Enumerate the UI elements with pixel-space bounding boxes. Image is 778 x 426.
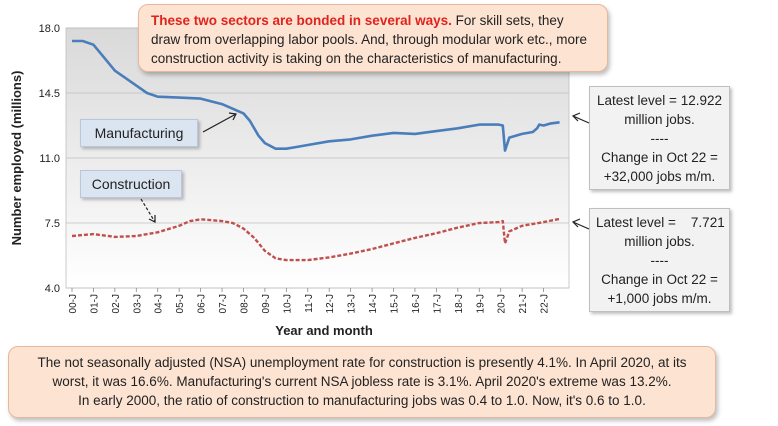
x-tick-label: 15-J xyxy=(390,294,401,313)
manufacturing-pointer xyxy=(202,112,237,133)
manufacturing-info-line2: million jobs. xyxy=(624,112,695,127)
construction-info-line3: ---- xyxy=(650,253,669,268)
x-tick-label: 22-J xyxy=(540,294,551,313)
manufacturing-info-pointer xyxy=(571,112,590,124)
x-tick-label: 11-J xyxy=(304,294,315,313)
construction-info-line4: Change in Oct 22 = xyxy=(601,272,718,287)
construction-info-line1: Latest level = 7.721 xyxy=(596,215,725,230)
x-tick-label: 19-J xyxy=(475,294,486,313)
x-tick-label: 08-J xyxy=(239,294,250,313)
x-tick-label: 06-J xyxy=(197,294,208,313)
x-tick-label: 09-J xyxy=(261,294,272,313)
y-axis-title: Number employed (millions) xyxy=(9,71,24,246)
y-tick-label: 7.5 xyxy=(45,218,60,230)
x-tick-label: 12-J xyxy=(325,294,336,313)
x-tick-label: 17-J xyxy=(432,294,443,313)
x-tick-label: 16-J xyxy=(411,294,422,313)
x-tick-label: 01-J xyxy=(89,294,100,313)
x-tick-label: 04-J xyxy=(154,294,165,313)
x-tick-label: 02-J xyxy=(111,294,122,313)
series-line-construction xyxy=(71,217,560,262)
manufacturing-info-box: Latest level = 12.922 million jobs. ----… xyxy=(589,86,730,190)
x-tick-label: 18-J xyxy=(454,294,465,313)
construction-info-box: Latest level = 7.721 million jobs. ---- … xyxy=(589,208,730,312)
bottom-callout: The not seasonally adjusted (NSA) unempl… xyxy=(8,346,716,418)
x-tick-label: 05-J xyxy=(175,294,186,313)
manufacturing-info-line1: Latest level = 12.922 xyxy=(597,93,722,108)
top-callout: These two sectors are bonded in several … xyxy=(138,4,608,72)
x-tick-label: 10-J xyxy=(282,294,293,313)
bottom-callout-line3: In early 2000, the ratio of construction… xyxy=(78,393,646,408)
manufacturing-info-line4: Change in Oct 22 = xyxy=(601,150,718,165)
manufacturing-info-line3: ---- xyxy=(650,131,669,146)
manufacturing-info-line5: +32,000 jobs m/m. xyxy=(603,169,716,184)
y-tick-label: 14.5 xyxy=(39,88,60,100)
y-tick-label: 4.0 xyxy=(45,283,60,295)
construction-info-line2: million jobs. xyxy=(624,234,695,249)
top-callout-highlight: These two sectors are bonded in several … xyxy=(151,13,452,28)
construction-label-text: Construction xyxy=(91,176,171,192)
y-tick-label: 18.0 xyxy=(39,23,60,35)
construction-info-line5: +1,000 jobs m/m. xyxy=(607,291,712,306)
series-line-manufacturing xyxy=(72,39,560,152)
y-tick-label: 11.0 xyxy=(39,153,60,165)
x-tick-label: 21-J xyxy=(518,294,529,313)
x-tick-label: 00-J xyxy=(68,294,79,313)
x-tick-label: 14-J xyxy=(368,294,379,313)
manufacturing-label: Manufacturing xyxy=(80,119,198,147)
x-tick-label: 07-J xyxy=(218,294,229,313)
bottom-callout-line2: worst, it was 16.6%. Manufacturing's cur… xyxy=(52,374,672,389)
x-tick-label: 13-J xyxy=(347,294,358,313)
bottom-callout-line1: The not seasonally adjusted (NSA) unempl… xyxy=(37,355,687,370)
construction-pointer xyxy=(140,198,156,223)
manufacturing-label-text: Manufacturing xyxy=(94,125,184,141)
x-axis-title: Year and month xyxy=(275,323,373,338)
x-tick-label: 20-J xyxy=(497,294,508,313)
construction-info-pointer xyxy=(571,218,590,230)
x-tick-label: 03-J xyxy=(132,294,143,313)
top-callout-text: For skill sets, they draw from overlappi… xyxy=(151,13,587,66)
construction-label: Construction xyxy=(80,170,182,198)
